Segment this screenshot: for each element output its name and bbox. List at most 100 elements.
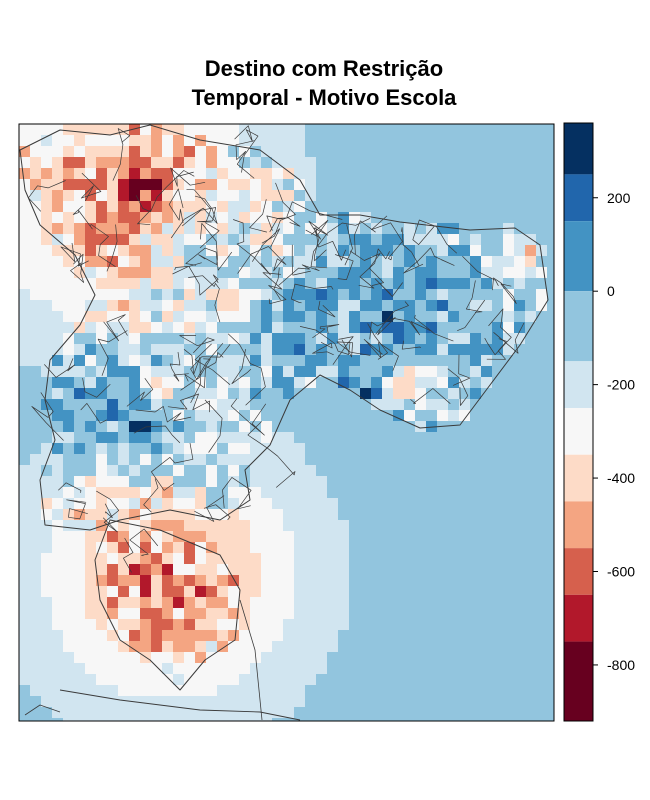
raster-cell (503, 652, 515, 664)
raster-cell (118, 421, 130, 433)
raster-cell (459, 487, 471, 499)
raster-cell (63, 553, 75, 565)
raster-cell (96, 641, 108, 653)
raster-cell (162, 696, 174, 708)
raster-cell (448, 179, 460, 191)
raster-cell (63, 135, 75, 147)
raster-cell (503, 146, 515, 158)
raster-cell (272, 168, 284, 180)
raster-cell (360, 234, 372, 246)
raster-cell (272, 465, 284, 477)
raster-cell (184, 663, 196, 675)
raster-cell (382, 663, 394, 675)
raster-cell (547, 542, 554, 554)
raster-cell (459, 124, 471, 136)
raster-cell (52, 476, 64, 488)
raster-cell (85, 663, 97, 675)
raster-cell (525, 300, 537, 312)
raster-cell (327, 377, 339, 389)
raster-cell (184, 322, 196, 334)
raster-cell (503, 597, 515, 609)
raster-cell (492, 344, 504, 356)
raster-cell (338, 124, 350, 136)
raster-cell (371, 157, 383, 169)
raster-cell (492, 454, 504, 466)
raster-cell (415, 223, 427, 235)
raster-cell (503, 311, 515, 323)
raster-cell (162, 564, 174, 576)
raster-cell (195, 388, 207, 400)
raster-cell (305, 465, 317, 477)
raster-cell (371, 542, 383, 554)
raster-cell (19, 234, 31, 246)
raster-cell (404, 476, 416, 488)
raster-cell (217, 245, 229, 257)
raster-cell (481, 157, 493, 169)
district-boundary (486, 338, 507, 360)
raster-cell (206, 377, 218, 389)
raster-cell (195, 410, 207, 422)
district-boundary (230, 398, 267, 436)
raster-cell (415, 498, 427, 510)
raster-cell (503, 487, 515, 499)
raster-cell (525, 487, 537, 499)
raster-cell (52, 245, 64, 257)
raster-cell (228, 388, 240, 400)
raster-cell (239, 410, 251, 422)
raster-cell (151, 421, 163, 433)
district-boundary (194, 343, 231, 385)
raster-cell (184, 234, 196, 246)
district-boundary (170, 167, 206, 187)
raster-cell (393, 586, 405, 598)
raster-cell (228, 234, 240, 246)
raster-cell (448, 432, 460, 444)
raster-cell (393, 333, 405, 345)
raster-cell (162, 718, 174, 721)
raster-cell (470, 685, 482, 697)
raster-cell (250, 366, 262, 378)
raster-cell (118, 630, 130, 642)
raster-cell (360, 256, 372, 268)
raster-cell (371, 322, 383, 334)
raster-cell (503, 553, 515, 565)
raster-cell (30, 410, 42, 422)
raster-cell (30, 366, 42, 378)
raster-cell (338, 355, 350, 367)
raster-cell (239, 619, 251, 631)
raster-cell (327, 168, 339, 180)
raster-cell (217, 278, 229, 290)
raster-cell (184, 212, 196, 224)
raster-cell (305, 608, 317, 620)
raster-cell (481, 674, 493, 686)
raster-cell (96, 586, 108, 598)
raster-cell (19, 168, 31, 180)
raster-cell (184, 410, 196, 422)
raster-cell (503, 520, 515, 532)
raster-cell (393, 608, 405, 620)
raster-cell (173, 355, 185, 367)
raster-cell (228, 663, 240, 675)
raster-cell (316, 520, 328, 532)
raster-cell (151, 278, 163, 290)
raster-cell (30, 223, 42, 235)
raster-cell (470, 476, 482, 488)
raster-cell (371, 608, 383, 620)
raster-cell (415, 674, 427, 686)
raster-cell (272, 707, 284, 719)
raster-cell (426, 201, 438, 213)
raster-cell (30, 278, 42, 290)
raster-cell (492, 531, 504, 543)
raster-cell (283, 454, 295, 466)
raster-cell (85, 190, 97, 202)
raster-cell (151, 135, 163, 147)
raster-cell (415, 355, 427, 367)
raster-cell (536, 267, 548, 279)
raster-cell (481, 333, 493, 345)
raster-cell (426, 168, 438, 180)
raster-cell (283, 586, 295, 598)
raster-cell (327, 410, 339, 422)
raster-cell (349, 267, 361, 279)
raster-cell (338, 388, 350, 400)
raster-cell (19, 608, 31, 620)
raster-cell (382, 146, 394, 158)
